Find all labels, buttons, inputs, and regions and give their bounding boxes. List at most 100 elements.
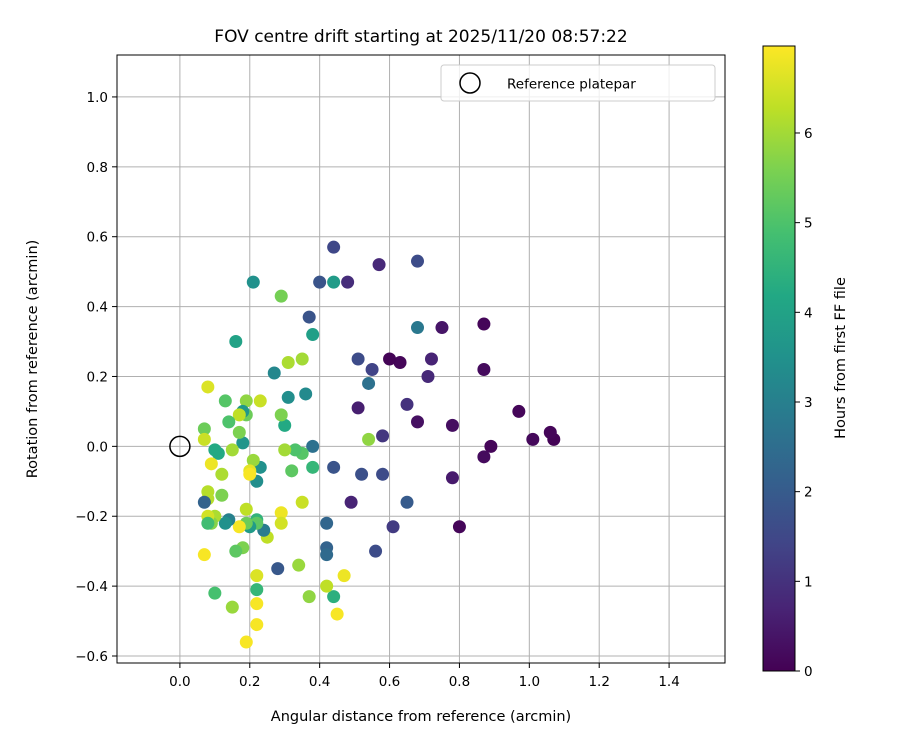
data-point [253, 394, 267, 408]
data-point [400, 397, 414, 411]
x-tick-label: 0.2 [239, 674, 260, 690]
data-point [250, 569, 264, 583]
legend-box [440, 64, 716, 102]
data-point [236, 436, 250, 450]
data-point [320, 516, 334, 530]
data-point [484, 439, 498, 453]
data-point [204, 457, 218, 471]
x-tick-label: 0.0 [169, 674, 190, 690]
data-point [243, 467, 257, 481]
x-tick-label: 0.6 [379, 674, 400, 690]
data-point [424, 352, 438, 366]
data-point [197, 422, 211, 436]
data-point [313, 275, 327, 289]
data-point [197, 495, 211, 509]
data-point [215, 488, 229, 502]
data-point [376, 429, 390, 443]
y-tick-label: 0.8 [87, 160, 108, 176]
data-point [281, 390, 295, 404]
data-point [452, 520, 466, 534]
colorbar: 0 1 2 3 4 5 6 Hours from first FF file [762, 45, 849, 680]
data-point [208, 443, 222, 457]
data-point [239, 502, 253, 516]
data-point [197, 432, 211, 446]
y-tick-label: 0.0 [87, 439, 108, 455]
data-point [302, 590, 316, 604]
x-tick-label: 1.4 [658, 674, 679, 690]
colorbar-label: Hours from first FF file [833, 277, 849, 439]
data-point [376, 467, 390, 481]
data-point [337, 569, 351, 583]
legend: Reference platepar [440, 64, 716, 102]
data-point [306, 439, 320, 453]
chart-title: FOV centre drift starting at 2025/11/20 … [214, 27, 627, 47]
data-point [512, 404, 526, 418]
data-point [232, 408, 246, 422]
x-tick-label: 0.8 [449, 674, 470, 690]
data-point [365, 362, 379, 376]
data-point [215, 467, 229, 481]
data-point [327, 275, 341, 289]
data-point [250, 597, 264, 611]
y-tick-label: −0.6 [75, 649, 108, 665]
data-point [274, 506, 288, 520]
colorbar-ticks: 0 1 2 3 4 5 6 [795, 126, 813, 680]
data-point [274, 289, 288, 303]
data-point [351, 352, 365, 366]
data-point [218, 516, 232, 530]
y-axis-label: Rotation from reference (arcmin) [25, 240, 41, 479]
data-point [208, 586, 222, 600]
data-point [330, 607, 344, 621]
data-point [320, 579, 334, 593]
data-point [281, 355, 295, 369]
plot-frame [116, 54, 726, 664]
colorbar-tick-label: 4 [804, 305, 813, 321]
y-axis-ticks: −0.6 −0.4 −0.2 0.0 0.2 0.4 0.6 0.8 1.0 [75, 90, 117, 665]
data-point [239, 394, 253, 408]
y-tick-label: 1.0 [87, 90, 108, 106]
data-point [225, 443, 239, 457]
data-point [362, 432, 376, 446]
data-point [477, 317, 491, 331]
y-tick-label: −0.2 [75, 509, 108, 525]
data-point [201, 380, 215, 394]
y-tick-label: 0.6 [87, 230, 108, 246]
x-axis-label: Angular distance from reference (arcmin) [271, 709, 571, 725]
data-point [341, 275, 355, 289]
data-point [383, 352, 397, 366]
data-point [292, 558, 306, 572]
data-point [421, 369, 435, 383]
data-point [274, 408, 288, 422]
data-point [218, 394, 232, 408]
reference-platepar-marker [169, 435, 191, 458]
grid-lines [117, 55, 725, 663]
data-point [250, 583, 264, 597]
data-point [197, 548, 211, 562]
data-point [229, 544, 243, 558]
data-point [386, 520, 400, 534]
reference-marker [169, 435, 191, 458]
legend-label: Reference platepar [507, 77, 636, 93]
colorbar-tick-label: 0 [804, 664, 813, 680]
data-point [355, 467, 369, 481]
colorbar-tick-label: 1 [804, 574, 813, 590]
data-point [327, 240, 341, 254]
data-point [295, 495, 309, 509]
data-points [197, 240, 561, 649]
data-point [393, 355, 407, 369]
data-point [299, 387, 313, 401]
data-point [271, 562, 285, 576]
data-point [526, 432, 540, 446]
data-point [435, 321, 449, 335]
data-point [543, 425, 557, 439]
data-point [372, 258, 386, 272]
data-point [232, 520, 246, 534]
data-point [445, 471, 459, 485]
colorbar-tick-label: 3 [804, 395, 813, 411]
data-point [306, 328, 320, 342]
data-point [246, 275, 260, 289]
x-tick-label: 1.2 [588, 674, 609, 690]
x-tick-label: 0.4 [309, 674, 330, 690]
data-point [225, 600, 239, 614]
